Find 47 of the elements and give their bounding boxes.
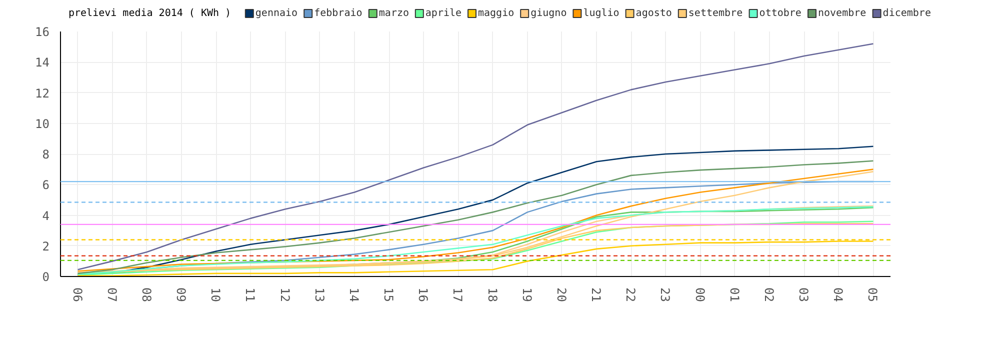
x-tick-label: 05 [866, 288, 880, 302]
line-series [77, 43, 874, 270]
legend-label: agosto [636, 8, 672, 19]
y-tick-label: 2 [42, 239, 50, 254]
x-tick-label: 07 [104, 288, 119, 302]
x-tick-label: 12 [278, 288, 292, 302]
x-tick-label: 16 [416, 288, 430, 302]
y-tick-label: 0 [42, 270, 50, 284]
y-tick-label: 4 [42, 208, 50, 223]
legend-label: settembre [688, 8, 743, 19]
x-tick-label: 18 [485, 288, 500, 302]
x-tick-label: 19 [520, 288, 534, 302]
y-tick-label: 8 [42, 148, 50, 162]
x-tick-label: 20 [554, 288, 568, 302]
legend-label: marzo [378, 8, 410, 19]
x-tick-label: 00 [692, 288, 707, 302]
y-tick-label: 16 [35, 25, 50, 39]
legend-label: aprile [425, 8, 462, 19]
x-tick-label: 01 [727, 288, 742, 302]
y-tick-label: 10 [35, 116, 50, 131]
y-tick-label: 14 [35, 56, 50, 70]
x-tick-label: 11 [243, 288, 258, 302]
x-tick-label: 14 [346, 288, 361, 302]
x-tick-label: 17 [450, 288, 465, 302]
legend-label: giugno [530, 8, 567, 19]
x-tick-label: 02 [762, 288, 776, 302]
chart-title: prelievi media 2014 ( KWh ) [68, 8, 232, 19]
y-tick-label: 12 [35, 86, 50, 100]
x-tick-label: 04 [831, 288, 846, 302]
y-tick-label: 6 [42, 178, 50, 192]
x-tick-label: 15 [382, 288, 396, 302]
x-tick-label: 03 [796, 288, 811, 302]
x-tick-label: 10 [208, 288, 223, 302]
legend-label: ottobre [759, 8, 802, 19]
legend-label: dicembre [882, 8, 931, 19]
legend-label: gennaio [255, 8, 298, 19]
legend-label: novembre [818, 8, 866, 19]
x-tick-label: 21 [589, 288, 604, 302]
x-tick-label: 23 [658, 288, 672, 302]
x-tick-label: 08 [139, 288, 154, 302]
x-tick-label: 09 [174, 288, 188, 302]
x-tick-label: 06 [70, 288, 84, 302]
legend-label: maggio [478, 8, 514, 19]
x-tick-label: 13 [312, 288, 326, 302]
legend-label: febbraio [314, 8, 362, 19]
x-tick-label: 22 [624, 288, 638, 302]
legend-label: luglio [583, 8, 620, 19]
